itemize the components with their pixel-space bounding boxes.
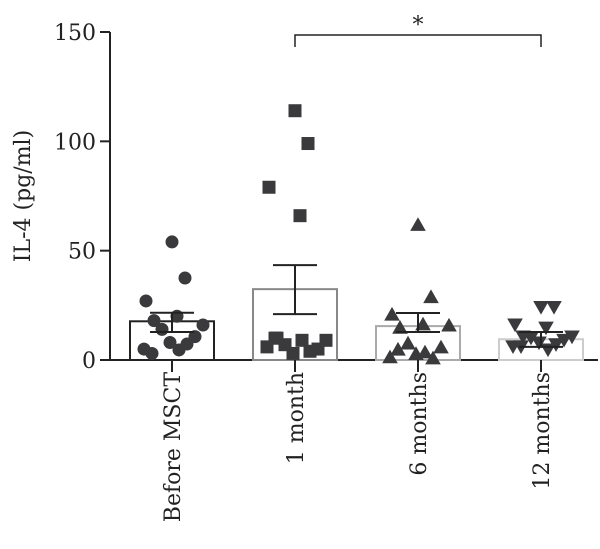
data-point bbox=[147, 314, 161, 328]
data-point bbox=[390, 341, 406, 356]
data-point bbox=[400, 335, 416, 350]
data-point bbox=[295, 333, 309, 347]
data-point bbox=[392, 320, 408, 334]
y-tick-label: 50 bbox=[68, 240, 96, 265]
data-point bbox=[425, 350, 441, 365]
data-point bbox=[155, 322, 169, 336]
data-point bbox=[301, 137, 315, 151]
data-point bbox=[286, 346, 300, 360]
data-point bbox=[268, 331, 282, 345]
data-point bbox=[523, 331, 539, 346]
data-point bbox=[288, 104, 302, 118]
data-point bbox=[145, 346, 159, 360]
data-point bbox=[533, 301, 549, 315]
data-point bbox=[423, 289, 439, 304]
y-tick-label: 150 bbox=[54, 21, 96, 46]
data-point bbox=[433, 339, 449, 354]
x-tick-label: 12 months bbox=[530, 372, 555, 490]
data-point bbox=[196, 318, 210, 332]
data-point bbox=[548, 338, 564, 352]
data-point bbox=[262, 180, 276, 194]
data-point bbox=[417, 344, 433, 359]
data-point bbox=[531, 336, 547, 351]
data-point bbox=[165, 235, 179, 249]
x-tick-label: 6 months bbox=[407, 372, 432, 476]
significance-bracket bbox=[294, 34, 542, 47]
data-point bbox=[293, 209, 307, 223]
y-axis-label: IL-4 (pg/ml) bbox=[11, 130, 36, 262]
y-tick-label: 100 bbox=[54, 130, 96, 155]
data-point bbox=[178, 271, 192, 285]
data-point bbox=[538, 321, 554, 336]
x-tick-label: Before MSCT bbox=[161, 372, 186, 523]
data-point bbox=[415, 316, 431, 331]
data-point bbox=[441, 317, 457, 332]
data-point bbox=[139, 294, 153, 308]
data-point bbox=[556, 333, 572, 348]
data-point bbox=[540, 343, 556, 358]
data-point bbox=[382, 349, 398, 364]
data-point bbox=[163, 336, 177, 350]
data-point bbox=[507, 318, 523, 333]
data-point bbox=[384, 306, 400, 321]
data-point bbox=[546, 301, 562, 315]
data-point bbox=[172, 343, 186, 357]
data-point bbox=[410, 217, 426, 231]
y-tick-label: 0 bbox=[82, 349, 96, 374]
x-tick-label: 1 month bbox=[284, 372, 309, 464]
significance-label: * bbox=[413, 13, 424, 38]
data-point bbox=[303, 344, 317, 358]
